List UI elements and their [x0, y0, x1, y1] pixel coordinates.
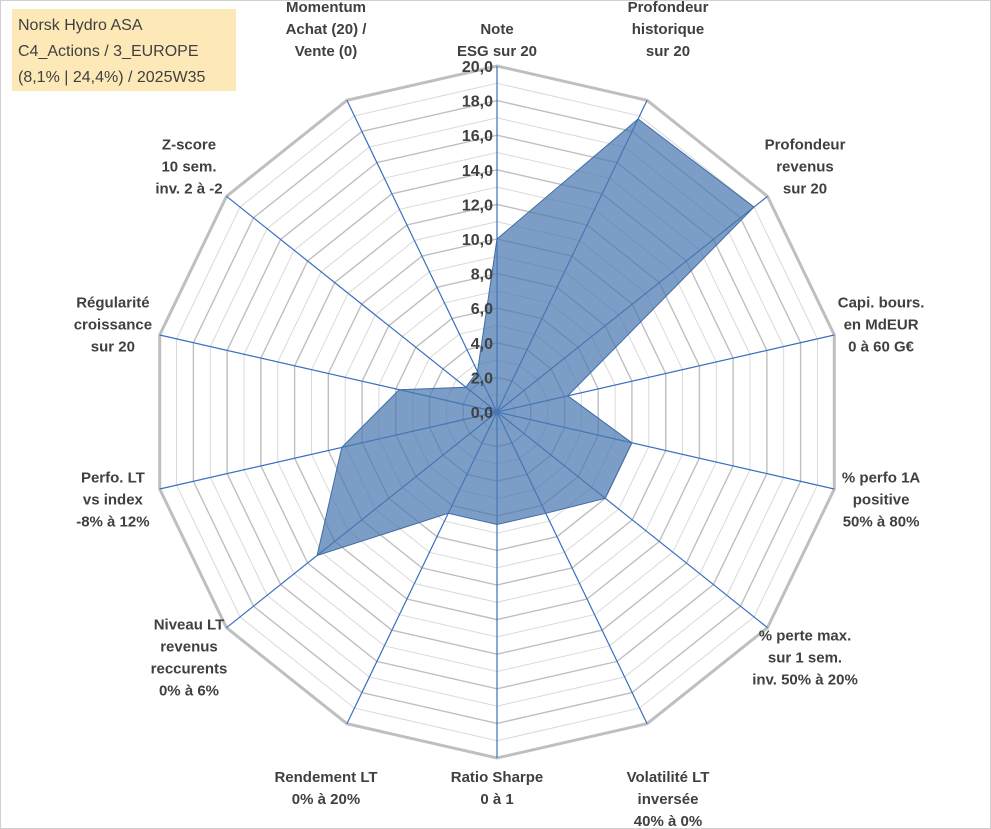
category-label-line: 0 à 1: [480, 791, 513, 808]
category-label-line: Note: [480, 21, 513, 38]
category-label: Volatilité LT inversée 40% à 0%: [627, 769, 710, 829]
category-label-line: Perfo. LT: [81, 470, 145, 487]
category-label: Capi. bours. en MdEUR 0 à 60 G€: [838, 294, 925, 355]
radar-series: [316, 118, 755, 557]
category-label-line: Niveau LT: [154, 617, 225, 634]
category-label-line: Volatilité LT: [627, 769, 710, 786]
tick-label: 4,0: [471, 336, 493, 353]
category-label: Régularité croissance sur 20: [74, 294, 152, 355]
tick-label: 14,0: [462, 163, 493, 180]
category-label-line: 0 à 60 G€: [848, 338, 915, 355]
category-label-line: revenus: [776, 158, 834, 175]
category-label-line: positive: [853, 492, 910, 509]
tick-label: 8,0: [471, 267, 493, 284]
category-label-line: reccurents: [151, 661, 228, 678]
tick-label: 18,0: [462, 94, 493, 111]
category-label-line: % perfo 1A: [842, 470, 921, 487]
category-label: Perfo. LT vs index -8% à 12%: [76, 470, 149, 531]
category-label-line: Régularité: [76, 294, 149, 311]
category-label-line: 10 sem.: [161, 158, 216, 175]
category-label-line: Profondeur: [765, 136, 846, 153]
category-label: Momentum Achat (20) / Vente (0): [286, 0, 368, 60]
tick-label: 12,0: [462, 197, 493, 214]
tick-label: 2,0: [471, 370, 493, 387]
category-label: % perte max. sur 1 sem. inv. 50% à 20%: [752, 628, 858, 689]
title-line-category: C4_Actions / 3_EUROPE: [18, 43, 199, 60]
category-label-line: Capi. bours.: [838, 294, 925, 311]
axis-spoke: [346, 100, 498, 413]
category-label: Ratio Sharpe 0 à 1: [451, 769, 544, 808]
category-label-line: 0% à 6%: [159, 683, 219, 700]
category-label-line: Ratio Sharpe: [451, 769, 544, 786]
category-label-line: 50% à 80%: [843, 514, 920, 531]
category-label-line: inv. 2 à -2: [155, 180, 222, 197]
category-label-line: croissance: [74, 316, 152, 333]
category-label-line: Profondeur: [628, 0, 709, 16]
tick-label: 20,0: [462, 59, 493, 76]
category-label-line: inv. 50% à 20%: [752, 672, 858, 689]
category-label-line: Vente (0): [295, 43, 358, 60]
tick-label: 6,0: [471, 301, 493, 318]
series-area: [316, 118, 755, 557]
title-line-company: Norsk Hydro ASA: [18, 17, 143, 34]
category-label-line: -8% à 12%: [76, 514, 149, 531]
category-label-line: Momentum: [286, 0, 366, 16]
category-label: Rendement LT 0% à 20%: [274, 769, 377, 808]
category-label-line: revenus: [160, 639, 218, 656]
category-label: Note ESG sur 20: [457, 21, 537, 60]
category-label-line: vs index: [83, 492, 144, 509]
category-label-line: ESG sur 20: [457, 43, 537, 60]
category-label-line: 0% à 20%: [292, 791, 360, 808]
category-label-line: inversée: [638, 791, 699, 808]
tick-label: 16,0: [462, 128, 493, 145]
radar-axis-labels: Note ESG sur 20 Profondeur historique sur 20…: [74, 0, 925, 829]
category-label: Profondeur historique sur 20: [628, 0, 709, 60]
category-label-line: sur 20: [91, 338, 135, 355]
category-label-line: sur 20: [783, 180, 827, 197]
axis-spoke: [226, 195, 498, 413]
category-label-line: sur 20: [646, 43, 690, 60]
category-label-line: sur 1 sem.: [768, 650, 842, 667]
category-label: Z-score 10 sem. inv. 2 à -2: [155, 136, 222, 197]
category-label-line: historique: [632, 21, 705, 38]
category-label-line: Rendement LT: [274, 769, 377, 786]
category-label: Profondeur revenus sur 20: [765, 136, 846, 197]
category-label: % perfo 1A positive 50% à 80%: [842, 470, 921, 531]
category-label-line: Achat (20) /: [286, 21, 368, 38]
category-label-line: % perte max.: [759, 628, 852, 645]
category-label-line: Z-score: [162, 136, 216, 153]
category-label: Niveau LT revenus reccurents 0% à 6%: [151, 617, 228, 700]
title-box: Norsk Hydro ASA C4_Actions / 3_EUROPE (8…: [12, 9, 236, 91]
tick-label: 0,0: [471, 405, 493, 422]
category-label-line: 40% à 0%: [634, 813, 702, 829]
category-label-line: en MdEUR: [844, 316, 919, 333]
tick-label: 10,0: [462, 232, 493, 249]
title-line-stats: (8,1% | 24,4%) / 2025W35: [18, 69, 206, 86]
radar-tick-labels: 0,0 2,0 4,0 6,0 8,0 10,0 12,0 14,0 16,0 18,0 20,0: [462, 59, 493, 422]
